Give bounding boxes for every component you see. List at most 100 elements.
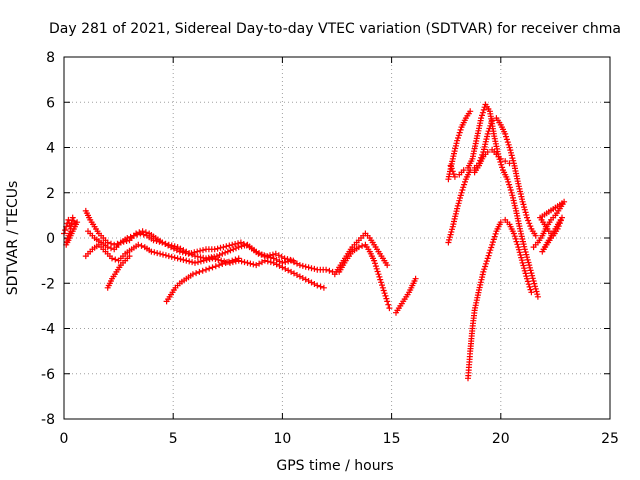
x-tick-label: 0 (60, 431, 69, 447)
plus-marker (478, 115, 485, 122)
plus-marker (69, 214, 76, 221)
plus-marker (450, 171, 457, 178)
plus-marker (177, 256, 184, 263)
plus-marker (383, 295, 390, 302)
axis-ticks: 0 5 10 15 20 25 -8 -6 -4 -2 0 2 4 6 8 (41, 50, 619, 447)
plus-marker (507, 184, 513, 191)
plus-marker (209, 255, 216, 262)
plus-marker (219, 250, 226, 257)
series-arc14 (471, 146, 513, 176)
plus-marker (211, 246, 218, 253)
plus-marker (200, 247, 206, 254)
y-tick-label: -6 (41, 367, 55, 383)
plus-marker (513, 238, 520, 245)
plus-marker (220, 244, 227, 251)
plus-marker (548, 235, 554, 241)
plus-marker (514, 241, 521, 248)
plus-marker (189, 259, 196, 266)
series-arc10 (445, 108, 474, 183)
plus-marker (520, 201, 527, 208)
plus-marker (281, 255, 288, 262)
plus-marker (70, 218, 77, 224)
plus-marker (189, 271, 196, 278)
plus-marker (62, 227, 69, 234)
plus-marker (135, 241, 142, 248)
plus-marker (491, 233, 498, 240)
plus-marker (206, 265, 213, 272)
plus-marker (267, 259, 274, 266)
plus-marker (462, 178, 468, 185)
plus-marker (518, 257, 525, 264)
plus-marker (527, 286, 534, 293)
plus-marker (230, 246, 237, 253)
plus-marker (138, 242, 145, 249)
series-arc3 (82, 241, 327, 291)
plus-marker (261, 257, 268, 264)
plus-marker (531, 280, 538, 287)
plus-marker (412, 275, 419, 282)
plus-marker (179, 249, 186, 256)
plus-marker (241, 259, 248, 266)
plus-marker (235, 240, 241, 247)
plus-marker (359, 242, 366, 249)
plus-marker (233, 245, 239, 252)
plus-marker (218, 257, 225, 264)
plus-marker (527, 223, 534, 230)
plus-marker (375, 271, 382, 278)
x-tick-label: 25 (601, 431, 619, 447)
plus-marker (355, 244, 362, 251)
plus-marker (526, 220, 533, 227)
series-arc12 (447, 101, 541, 300)
plus-marker (507, 187, 514, 193)
plus-marker (504, 176, 511, 183)
plus-marker (377, 276, 384, 283)
plus-marker (244, 259, 251, 266)
series-arc1 (61, 214, 81, 248)
plus-marker (160, 251, 166, 258)
plus-marker (372, 263, 379, 270)
plus-marker (109, 255, 115, 262)
plus-marker (250, 261, 257, 268)
plus-marker (454, 137, 461, 144)
plus-marker (174, 255, 181, 262)
plus-marker (467, 108, 474, 115)
plus-marker (157, 250, 164, 257)
y-tick-label: 2 (46, 186, 55, 202)
plus-marker (480, 268, 487, 275)
plus-marker (448, 165, 455, 172)
plus-marker (235, 244, 242, 251)
plus-marker (503, 133, 509, 140)
plus-marker (492, 230, 499, 237)
plus-marker (532, 232, 539, 239)
plus-marker (528, 289, 535, 296)
plus-marker (137, 230, 144, 237)
plus-marker (296, 262, 303, 269)
plus-marker (126, 253, 133, 260)
y-tick-label: 6 (46, 95, 55, 111)
plus-marker (505, 178, 512, 185)
plus-marker (284, 256, 291, 263)
plus-marker (171, 254, 178, 261)
plus-marker (508, 152, 515, 159)
plus-marker (203, 266, 209, 273)
plus-marker (378, 279, 385, 286)
plus-marker (197, 247, 204, 254)
plus-marker (183, 257, 190, 264)
plus-marker (308, 265, 315, 272)
plus-marker (490, 236, 497, 243)
plus-marker (525, 217, 532, 224)
plus-marker (524, 214, 530, 221)
plus-marker (376, 273, 383, 280)
plus-marker (326, 267, 333, 274)
y-tick-label: 8 (46, 50, 55, 66)
y-axis-label: SDTVAR / TECUs (5, 181, 21, 296)
x-axis-label: GPS time / hours (276, 458, 393, 474)
plus-marker (269, 251, 276, 258)
plus-marker (258, 251, 265, 258)
plus-marker (449, 168, 456, 175)
plus-marker (317, 283, 324, 290)
data-points (61, 101, 568, 382)
plus-marker (524, 254, 530, 261)
plus-marker (212, 256, 219, 263)
plus-marker (153, 238, 160, 244)
